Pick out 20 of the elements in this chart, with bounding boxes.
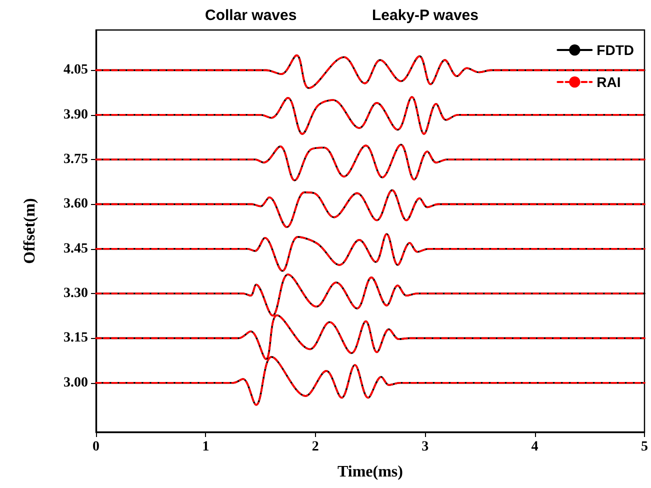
legend-label: FDTD xyxy=(596,42,634,58)
legend-label: RAI xyxy=(596,74,621,90)
y-tick-label: 3.90 xyxy=(64,107,88,122)
x-tick-label: 3 xyxy=(422,440,429,454)
text: Leaky-P waves xyxy=(372,7,478,24)
y-tick-label: 3.60 xyxy=(64,196,88,212)
y-tick-label: 3.30 xyxy=(64,286,88,302)
x-tick-label: 1 xyxy=(202,440,210,454)
x-tick-label: 0 xyxy=(92,440,100,454)
y-tick-label: 3.45 xyxy=(64,241,88,256)
y-axis-title: Offset(m) xyxy=(22,198,38,264)
y-tick-label: 3.15 xyxy=(64,330,88,346)
y-tick-label: 3.75 xyxy=(64,152,88,168)
x-tick-label: 5 xyxy=(641,440,648,454)
y-tick-label: 3.00 xyxy=(64,375,88,390)
x-axis-title: Time(ms) xyxy=(338,464,403,480)
y-tick-label: 4.05 xyxy=(64,62,88,78)
x-tick-label: 2 xyxy=(312,440,319,454)
x-tick-label: 4 xyxy=(531,440,538,454)
text: Collar waves xyxy=(205,7,297,24)
